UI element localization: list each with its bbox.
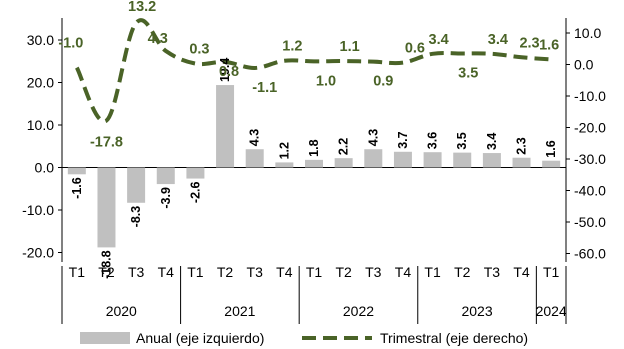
- group-label: 2020: [106, 303, 137, 319]
- bar: [127, 167, 146, 203]
- bar: [364, 149, 383, 168]
- bar: [245, 149, 264, 168]
- line-data-label: 1.0: [316, 73, 336, 89]
- category-label: T4: [395, 264, 412, 280]
- bar: [156, 167, 175, 185]
- bar: [97, 167, 116, 248]
- bar-data-label: 3.5: [455, 132, 469, 149]
- right-tick-label: -30.0: [574, 151, 606, 167]
- left-tick-label: -10.0: [22, 202, 54, 218]
- category-label: T1: [69, 264, 86, 280]
- left-tick-label: 30.0: [27, 32, 54, 48]
- left-tick-label: 10.0: [27, 117, 54, 133]
- bar: [334, 158, 353, 168]
- bar: [423, 152, 442, 168]
- line-data-label: -1.0: [58, 36, 83, 52]
- line-data-label: 0.9: [373, 74, 393, 90]
- bar: [305, 159, 323, 168]
- line-data-label: 1.6: [539, 37, 559, 53]
- category-label: T2: [335, 264, 352, 280]
- line-data-label: 3.4: [488, 32, 508, 48]
- line-data-label: 4.3: [148, 31, 168, 47]
- category-axis: T1 T2 T3 T4 T1 T2 T3 T4 T1 T2 T3 T4 T1 T2 T3 T4 T1 2020 20…: [61, 264, 567, 324]
- right-tick-label: -60.0: [574, 246, 606, 262]
- bar-data-label: 1.6: [544, 140, 558, 157]
- bar-data-label: -8.3: [129, 206, 143, 228]
- bar-data-label: -3.9: [159, 187, 173, 209]
- bar: [275, 162, 294, 168]
- category-label: T4: [513, 264, 530, 280]
- group-label: 2023: [461, 303, 492, 319]
- right-tick-label: -20.0: [574, 120, 606, 136]
- bar-data-label: -18.8: [99, 250, 113, 279]
- legend: Anual (eje izquierdo) Trimestral (eje der…: [80, 330, 528, 346]
- category-label: T1: [543, 264, 560, 280]
- bar-data-label: 19.4: [218, 58, 232, 82]
- category-label: T2: [217, 264, 234, 280]
- bar: [512, 157, 531, 168]
- right-tick-label: -40.0: [574, 183, 606, 199]
- line-data-label: 1.2: [282, 39, 302, 55]
- left-tick-label: 0.0: [35, 160, 55, 176]
- category-label: T3: [484, 264, 501, 280]
- bars: [67, 85, 561, 248]
- bar-data-label: 3.6: [426, 132, 440, 149]
- legend-line-label: Trimestral (eje derecho): [380, 330, 528, 346]
- left-tick-label: 20.0: [27, 75, 54, 91]
- legend-bar-label: Anual (eje izquierdo): [136, 330, 264, 346]
- category-label: T4: [276, 264, 293, 280]
- category-label: T3: [128, 264, 145, 280]
- bar-data-label: -1.6: [70, 177, 84, 199]
- category-label: T1: [187, 264, 204, 280]
- line-series: [75, 18, 552, 124]
- group-label: 2024: [536, 303, 567, 319]
- category-label: T1: [306, 264, 323, 280]
- bar: [186, 167, 205, 179]
- bar: [216, 85, 235, 168]
- group-label: 2022: [343, 303, 374, 319]
- line-data-label: -1.1: [252, 80, 277, 96]
- right-tick-label: 10.0: [574, 25, 601, 41]
- line-data-label: 0.3: [189, 42, 209, 58]
- line-data-label: 1.1: [340, 39, 360, 55]
- line-data-label: -17.8: [90, 135, 123, 151]
- bar-data-label: 2.2: [337, 138, 351, 155]
- category-label: T3: [365, 264, 382, 280]
- right-tick-label: -50.0: [574, 214, 606, 230]
- bar-data-label: 1.8: [307, 139, 321, 156]
- line-data-label: 13.2: [128, 0, 156, 15]
- line-series-path: [75, 18, 552, 124]
- data-labels: -1.6 -18.8 -8.3 -3.9 -2.6 19.4 4.3 1.2 1.8 2.2 4.3…: [58, 0, 559, 279]
- bar-data-label: 4.3: [366, 129, 380, 146]
- right-tick-label: -10.0: [574, 88, 606, 104]
- category-label: T1: [424, 264, 441, 280]
- left-tick-label: -20.0: [22, 245, 54, 261]
- bar-data-label: 4.3: [248, 129, 262, 146]
- bar: [67, 167, 86, 175]
- category-label: T2: [454, 264, 471, 280]
- line-data-label: 0.6: [405, 41, 425, 57]
- legend-bar-swatch: [80, 332, 130, 344]
- category-label: T2: [98, 264, 115, 280]
- bar-data-label: -2.6: [188, 182, 202, 204]
- bar-data-label: 3.7: [396, 131, 410, 148]
- category-label: T4: [158, 264, 175, 280]
- bar-data-label: 3.4: [485, 133, 499, 150]
- right-tick-label: 0.0: [574, 57, 594, 73]
- line-data-label: 2.3: [519, 35, 539, 51]
- group-label: 2021: [224, 303, 255, 319]
- line-data-label: 3.4: [429, 32, 449, 48]
- bar: [542, 160, 561, 168]
- bar-data-label: 1.2: [277, 142, 291, 159]
- bar: [482, 153, 501, 168]
- category-label: T3: [247, 264, 264, 280]
- axes: 30.0 20.0 10.0 0.0 -10.0 -20.0 10.0 0.0 -10.0 -20…: [22, 18, 606, 262]
- bar: [393, 151, 412, 168]
- bar: [453, 152, 472, 168]
- bar-data-label: 2.3: [515, 137, 529, 154]
- line-data-label: 0.8: [219, 64, 239, 80]
- line-data-label: 3.5: [458, 65, 478, 81]
